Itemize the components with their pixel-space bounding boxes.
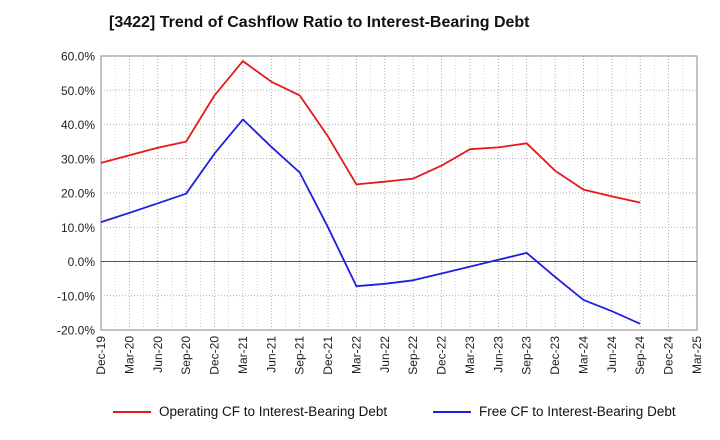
x-tick-label: Jun-24 bbox=[605, 336, 619, 373]
y-tick-label: 0.0% bbox=[68, 255, 96, 269]
x-tick-label: Dec-20 bbox=[208, 336, 222, 375]
x-tick-label: Jun-22 bbox=[378, 336, 392, 373]
x-tick-label: Jun-20 bbox=[151, 336, 165, 373]
y-tick-label: -10.0% bbox=[57, 289, 95, 303]
legend: Operating CF to Interest-Bearing Debt Fr… bbox=[0, 404, 720, 426]
x-tick-label: Mar-25 bbox=[690, 336, 704, 374]
y-tick-label: 60.0% bbox=[61, 50, 95, 64]
x-tick-label: Sep-23 bbox=[520, 336, 534, 375]
legend-label-operating-cf: Operating CF to Interest-Bearing Debt bbox=[159, 404, 388, 419]
x-tick-label: Sep-22 bbox=[406, 336, 420, 375]
x-tick-label: Jun-21 bbox=[264, 336, 278, 373]
x-tick-label: Mar-22 bbox=[349, 336, 363, 374]
x-tick-label: Mar-24 bbox=[576, 336, 590, 374]
y-tick-label: 40.0% bbox=[61, 118, 95, 132]
grid bbox=[100, 55, 698, 331]
x-tick-label: Dec-21 bbox=[321, 336, 335, 375]
x-tick-label: Dec-19 bbox=[94, 336, 108, 375]
legend-swatch-operating-cf bbox=[113, 410, 151, 413]
y-tick-label: -20.0% bbox=[57, 324, 95, 338]
x-tick-label: Dec-22 bbox=[435, 336, 449, 375]
series-lines bbox=[100, 60, 641, 325]
chart-title: [3422] Trend of Cashflow Ratio to Intere… bbox=[109, 14, 530, 31]
legend-label-free-cf: Free CF to Interest-Bearing Debt bbox=[479, 404, 676, 419]
x-tick-label: Mar-21 bbox=[236, 336, 250, 374]
series-line-operating-cf bbox=[100, 60, 641, 204]
series-line-free-cf bbox=[100, 118, 641, 325]
y-tick-label: 30.0% bbox=[61, 152, 95, 166]
legend-item-operating-cf: Operating CF to Interest-Bearing Debt bbox=[113, 404, 387, 419]
line-chart: 60.0% 50.0% 40.0% 30.0% 20.0% 10.0% 0.0% -10.0%… bbox=[57, 50, 704, 375]
x-tick-label: Mar-20 bbox=[122, 336, 136, 374]
y-tick-label: 50.0% bbox=[61, 84, 95, 98]
x-tick-label: Sep-20 bbox=[179, 336, 193, 375]
legend-item-free-cf: Free CF to Interest-Bearing Debt bbox=[433, 404, 676, 419]
y-tick-label: 20.0% bbox=[61, 187, 95, 201]
x-tick-label: Jun-23 bbox=[491, 336, 505, 373]
x-tick-label: Sep-21 bbox=[293, 336, 307, 375]
x-tick-label: Dec-24 bbox=[662, 336, 676, 375]
x-tick-label: Mar-23 bbox=[463, 336, 477, 374]
y-tick-label: 10.0% bbox=[61, 221, 95, 235]
axes: 60.0% 50.0% 40.0% 30.0% 20.0% 10.0% 0.0% -10.0%… bbox=[57, 50, 704, 375]
legend-swatch-free-cf bbox=[433, 410, 471, 413]
x-tick-label: Dec-23 bbox=[548, 336, 562, 375]
x-tick-label: Sep-24 bbox=[633, 336, 647, 375]
